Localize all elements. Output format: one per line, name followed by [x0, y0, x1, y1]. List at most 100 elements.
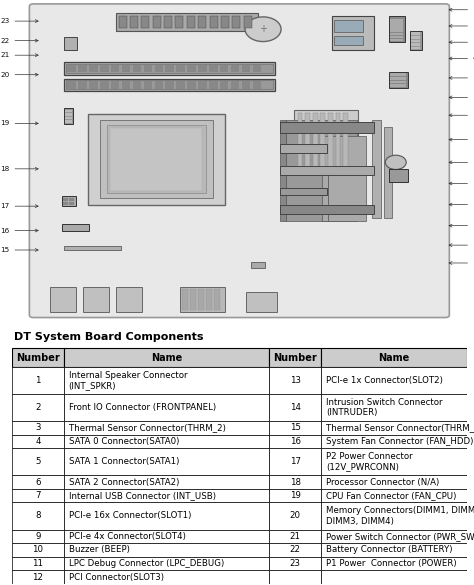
FancyBboxPatch shape: [29, 4, 449, 318]
Bar: [12, 557, 64, 570]
Text: Internal USB Connector (INT_USB): Internal USB Connector (INT_USB): [69, 491, 216, 500]
Bar: [321, 543, 467, 557]
Bar: [116, 287, 142, 312]
Bar: [209, 64, 218, 73]
Bar: [251, 262, 265, 268]
Text: 22: 22: [0, 37, 38, 44]
Bar: [280, 205, 374, 214]
Bar: [232, 16, 240, 28]
Circle shape: [245, 17, 281, 42]
Text: 7: 7: [35, 491, 41, 500]
Bar: [64, 349, 269, 367]
Bar: [133, 81, 141, 89]
Text: Thermal Sensor Connector(THRM_1): Thermal Sensor Connector(THRM_1): [326, 424, 474, 432]
Bar: [122, 81, 130, 89]
Text: +: +: [259, 24, 267, 34]
Text: 17: 17: [0, 203, 38, 209]
Bar: [62, 197, 76, 206]
Bar: [305, 113, 310, 170]
Text: 10: 10: [33, 545, 44, 555]
Bar: [63, 198, 68, 201]
Bar: [12, 475, 64, 489]
Bar: [298, 113, 302, 170]
Bar: [269, 367, 321, 394]
Bar: [187, 81, 196, 89]
Bar: [155, 81, 163, 89]
Bar: [334, 20, 363, 32]
Bar: [100, 81, 109, 89]
Bar: [384, 126, 392, 218]
Text: Number: Number: [16, 353, 60, 363]
Text: 15: 15: [0, 247, 38, 253]
Bar: [411, 43, 420, 46]
Bar: [221, 16, 229, 28]
Bar: [12, 570, 64, 584]
Bar: [78, 64, 87, 73]
Bar: [390, 33, 403, 35]
Bar: [269, 543, 321, 557]
Bar: [12, 421, 64, 435]
Bar: [67, 64, 76, 73]
Bar: [69, 202, 74, 205]
Bar: [64, 503, 269, 529]
Text: 8: 8: [449, 137, 474, 143]
Bar: [390, 27, 403, 30]
Text: 9: 9: [36, 532, 41, 541]
Bar: [100, 120, 213, 198]
Text: Name: Name: [378, 353, 410, 363]
Text: PCI-e 16x Connector(SLOT1): PCI-e 16x Connector(SLOT1): [69, 511, 191, 521]
Text: Front IO Connector (FRONTPANEL): Front IO Connector (FRONTPANEL): [69, 403, 216, 412]
Bar: [280, 188, 327, 195]
Bar: [321, 367, 467, 394]
Text: SATA 2 Connector(SATA2): SATA 2 Connector(SATA2): [69, 477, 179, 487]
Bar: [253, 81, 261, 89]
Bar: [280, 122, 374, 133]
Bar: [206, 290, 212, 311]
Bar: [334, 36, 363, 46]
Bar: [390, 81, 406, 83]
Bar: [111, 64, 119, 73]
Text: SATA 0 Connector(SATA0): SATA 0 Connector(SATA0): [69, 437, 179, 446]
Text: 5: 5: [449, 75, 474, 81]
Text: 14: 14: [449, 260, 474, 266]
Bar: [321, 503, 467, 529]
Bar: [321, 529, 467, 543]
Bar: [62, 224, 89, 230]
Bar: [328, 136, 366, 221]
Bar: [214, 290, 220, 311]
Text: 23: 23: [0, 18, 38, 24]
Bar: [336, 113, 340, 170]
Bar: [389, 169, 408, 182]
Bar: [269, 435, 321, 448]
Text: 11: 11: [449, 202, 474, 208]
Bar: [390, 77, 406, 80]
Bar: [220, 64, 228, 73]
Bar: [389, 72, 408, 88]
Bar: [133, 64, 141, 73]
Bar: [280, 144, 327, 153]
Text: 17: 17: [290, 457, 301, 466]
Bar: [198, 290, 204, 311]
Bar: [269, 503, 321, 529]
Bar: [190, 290, 196, 311]
Bar: [65, 110, 72, 112]
Bar: [63, 202, 68, 205]
Text: LPC Debug Connector (LPC_DEBUG): LPC Debug Connector (LPC_DEBUG): [69, 559, 224, 568]
Text: 19: 19: [0, 121, 38, 126]
Bar: [144, 81, 152, 89]
Bar: [269, 421, 321, 435]
Text: PCI-e 4x Connector(SLOT4): PCI-e 4x Connector(SLOT4): [69, 532, 186, 541]
Text: 20: 20: [290, 511, 301, 521]
Bar: [88, 113, 225, 205]
Bar: [64, 570, 269, 584]
Bar: [321, 570, 467, 584]
Bar: [67, 81, 76, 89]
Text: 12: 12: [33, 573, 44, 581]
Bar: [246, 292, 277, 312]
Bar: [64, 394, 269, 421]
Bar: [187, 64, 196, 73]
Bar: [253, 64, 261, 73]
Bar: [187, 16, 195, 28]
Bar: [176, 64, 185, 73]
Bar: [89, 81, 98, 89]
